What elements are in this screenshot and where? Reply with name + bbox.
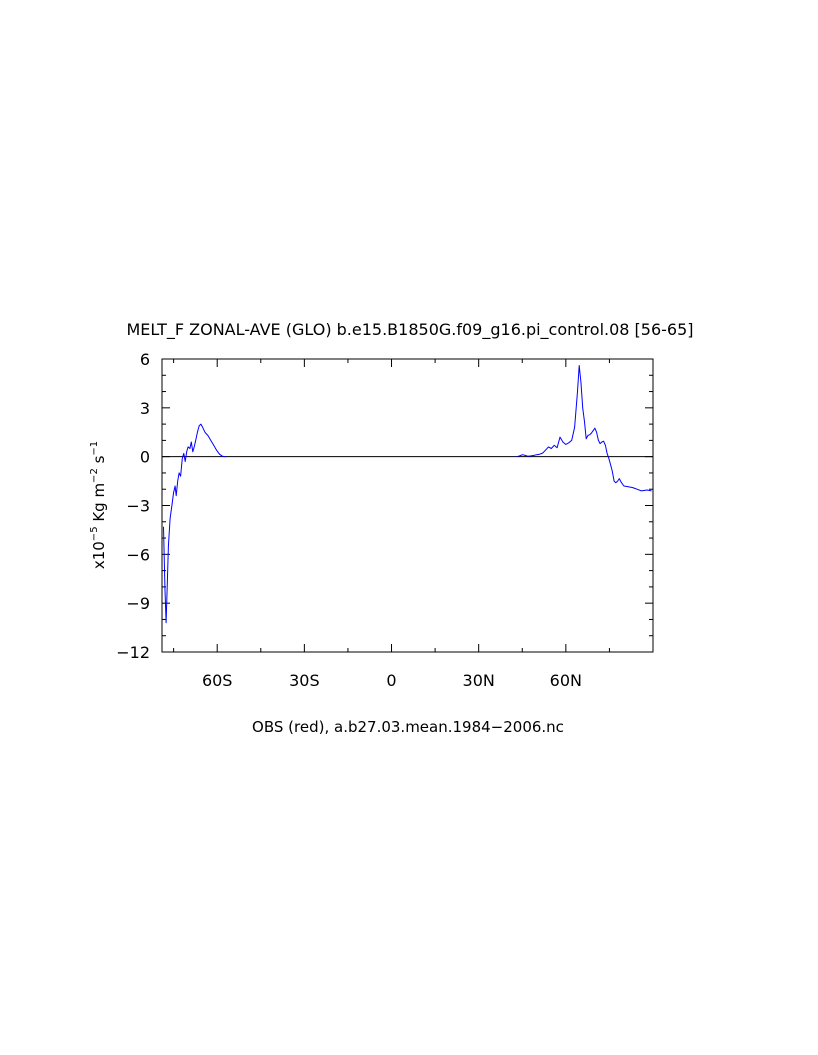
y-axis-label-prefix: x10 — [90, 541, 108, 569]
y-axis-label: x10−5 Kg m−2 s−1 — [89, 441, 108, 569]
major-ticks — [162, 358, 653, 653]
series-line — [163, 423, 226, 624]
y-tick-label: 0 — [140, 448, 150, 467]
series-line — [516, 365, 652, 492]
x-tick-label: 0 — [386, 671, 396, 690]
y-axis-label-unit-b-exponent: −1 — [89, 441, 100, 456]
plot-area: 60S 30S 0 30N 60N 6 3 0 −3 −6 −9 −12 — [116, 350, 654, 690]
x-tick-labels: 60S 30S 0 30N 60N — [202, 671, 582, 690]
x-tick-label: 30S — [289, 671, 320, 690]
y-tick-label: −3 — [126, 497, 150, 516]
minor-ticks — [162, 359, 654, 652]
y-axis-label-unit-a: Kg m — [90, 483, 108, 527]
series-lines — [163, 365, 652, 624]
y-tick-label: −12 — [116, 643, 150, 662]
y-tick-label: 6 — [140, 350, 150, 369]
plot-frame — [161, 358, 654, 653]
chart-title: MELT_F ZONAL-AVE (GLO) b.e15.B1850G.f09_… — [126, 320, 693, 340]
x-tick-label: 30N — [463, 671, 495, 690]
x-tick-label: 60N — [550, 671, 582, 690]
y-tick-labels: 6 3 0 −3 −6 −9 −12 — [116, 350, 150, 662]
x-tick-label: 60S — [202, 671, 233, 690]
y-axis-label-unit-b: s — [90, 455, 108, 468]
y-tick-label: −9 — [126, 594, 150, 613]
x-axis-label: OBS (red), a.b27.03.mean.1984−2006.nc — [252, 718, 564, 736]
y-tick-label: 3 — [140, 399, 150, 418]
y-axis-label-exponent: −5 — [89, 526, 100, 541]
y-axis-label-unit-a-exponent: −2 — [89, 468, 100, 483]
y-tick-label: −6 — [126, 545, 150, 564]
